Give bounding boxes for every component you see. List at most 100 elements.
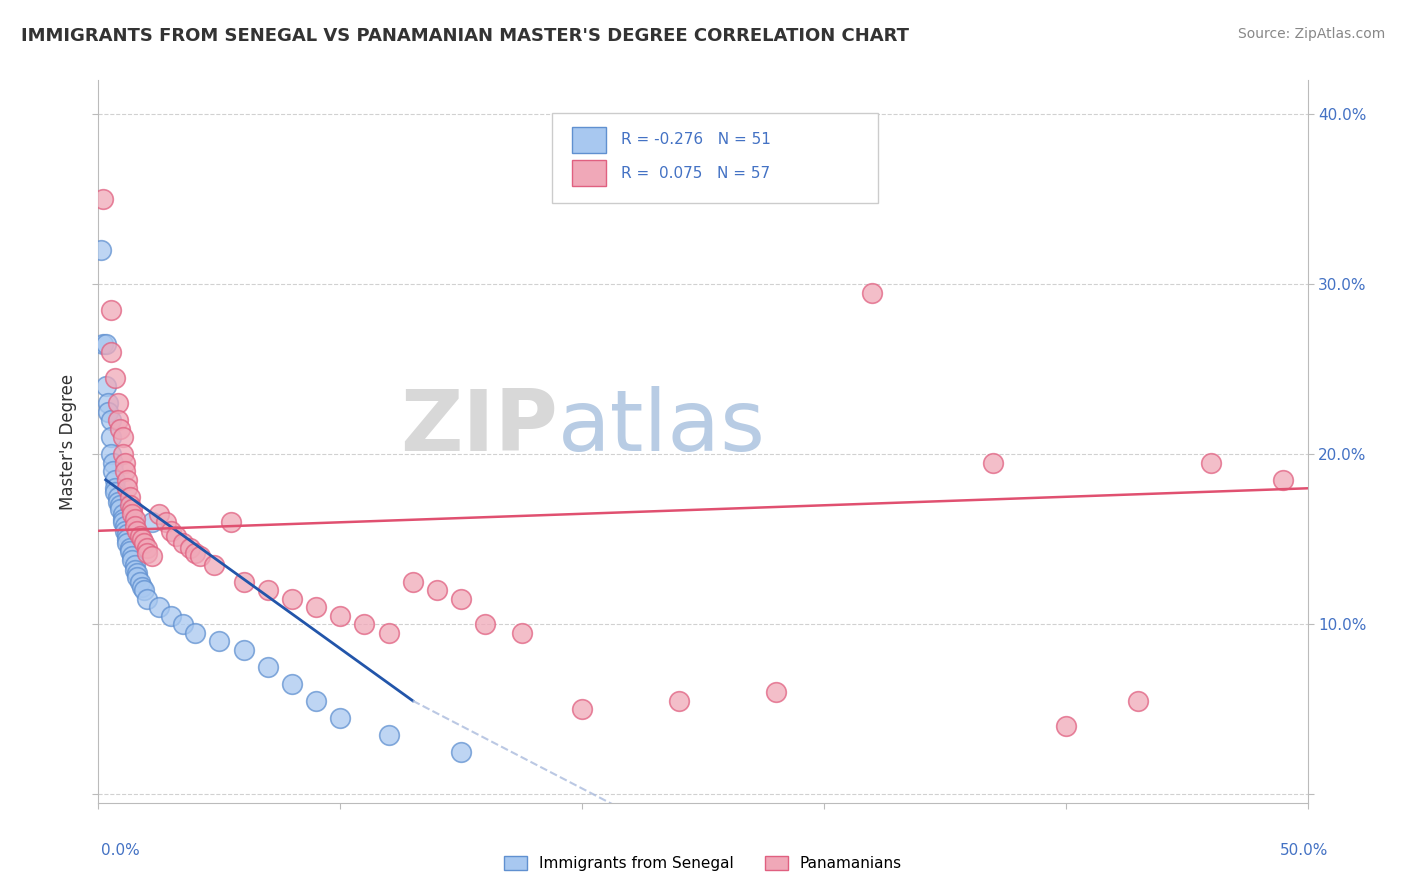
Point <box>155 516 177 530</box>
Point <box>160 524 183 538</box>
Point <box>1272 473 1295 487</box>
Point <box>97 396 120 410</box>
Point <box>172 535 194 549</box>
Point <box>94 336 117 351</box>
Text: IMMIGRANTS FROM SENEGAL VS PANAMANIAN MASTER'S DEGREE CORRELATION CHART: IMMIGRANTS FROM SENEGAL VS PANAMANIAN MA… <box>21 27 910 45</box>
Point <box>668 694 690 708</box>
Point <box>124 558 146 572</box>
Point <box>981 456 1004 470</box>
Point <box>221 516 243 530</box>
Point <box>353 617 375 632</box>
Point <box>305 694 328 708</box>
Text: Source: ZipAtlas.com: Source: ZipAtlas.com <box>1237 27 1385 41</box>
Point <box>100 345 122 359</box>
Point <box>474 617 496 632</box>
Point <box>121 552 143 566</box>
Point <box>1128 694 1150 708</box>
Point <box>329 711 352 725</box>
Point <box>104 481 127 495</box>
Point <box>114 456 136 470</box>
Point <box>108 498 131 512</box>
Text: R =  0.075   N = 57: R = 0.075 N = 57 <box>621 166 770 181</box>
Point <box>104 371 127 385</box>
Point <box>165 529 187 543</box>
Point <box>765 685 787 699</box>
Y-axis label: Master's Degree: Master's Degree <box>59 374 77 509</box>
Point <box>117 473 139 487</box>
Point <box>281 677 304 691</box>
Point <box>118 490 141 504</box>
Point <box>101 464 124 478</box>
Point <box>100 302 122 317</box>
Point <box>107 495 129 509</box>
Point <box>184 625 207 640</box>
Point <box>108 422 131 436</box>
Point <box>117 527 139 541</box>
Point <box>232 574 254 589</box>
Point <box>204 558 226 572</box>
Text: 50.0%: 50.0% <box>1281 843 1329 858</box>
Point <box>111 512 134 526</box>
Point <box>450 591 472 606</box>
Point <box>118 498 141 512</box>
Bar <box>572 127 606 153</box>
Point <box>256 660 278 674</box>
Point <box>124 563 146 577</box>
Text: R = -0.276   N = 51: R = -0.276 N = 51 <box>621 132 770 147</box>
Point <box>94 379 117 393</box>
Point <box>510 625 533 640</box>
Text: 0.0%: 0.0% <box>101 843 141 858</box>
Point <box>100 447 122 461</box>
Point <box>188 549 211 564</box>
Point <box>114 524 136 538</box>
Point <box>184 546 207 560</box>
Point <box>100 430 122 444</box>
Point <box>111 447 134 461</box>
Point <box>281 591 304 606</box>
Point <box>160 608 183 623</box>
Point <box>128 574 150 589</box>
Text: ZIP: ZIP <box>401 385 558 468</box>
Point <box>121 549 143 564</box>
Point <box>571 702 593 716</box>
Point <box>107 396 129 410</box>
Text: atlas: atlas <box>558 385 766 468</box>
Point <box>402 574 425 589</box>
Point <box>117 481 139 495</box>
Point <box>124 518 146 533</box>
Point <box>127 566 149 581</box>
Point <box>100 413 122 427</box>
Point <box>148 600 170 615</box>
Point <box>127 570 149 584</box>
Point <box>134 583 156 598</box>
Point <box>104 484 127 499</box>
Point <box>1054 719 1077 733</box>
Point <box>860 285 883 300</box>
Point <box>111 430 134 444</box>
Point <box>114 464 136 478</box>
Point <box>91 336 114 351</box>
Point <box>121 507 143 521</box>
Point <box>127 524 149 538</box>
Point <box>104 473 127 487</box>
Point <box>131 580 153 594</box>
Point <box>256 583 278 598</box>
Point <box>208 634 231 648</box>
FancyBboxPatch shape <box>551 112 879 203</box>
Point <box>131 533 153 547</box>
Point <box>90 244 112 258</box>
Point <box>450 745 472 759</box>
Point <box>128 529 150 543</box>
Legend: Immigrants from Senegal, Panamanians: Immigrants from Senegal, Panamanians <box>498 850 908 877</box>
Point <box>111 516 134 530</box>
Point <box>124 512 146 526</box>
Point <box>107 413 129 427</box>
Point <box>91 192 114 206</box>
Point <box>172 617 194 632</box>
Point <box>114 518 136 533</box>
Point <box>134 535 156 549</box>
Point <box>141 516 163 530</box>
Bar <box>572 161 606 186</box>
Point <box>118 544 141 558</box>
Point <box>179 541 201 555</box>
